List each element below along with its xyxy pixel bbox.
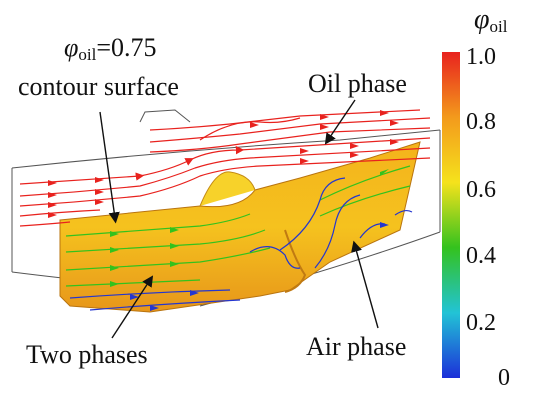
contour-symbol: φ	[64, 33, 79, 62]
oil-leader	[324, 99, 356, 145]
two-phases-leader	[111, 275, 154, 339]
colorbar-tick-0: 0	[498, 365, 510, 391]
colorbar-tick-0-4: 0.4	[466, 243, 496, 269]
colorbar-tick-1: 1.0	[466, 44, 496, 70]
oil-streamline-arrows	[48, 110, 399, 218]
air-streamlines	[69, 177, 413, 311]
annotation-leaders	[99, 99, 379, 339]
contour-leader	[99, 111, 120, 224]
oil-phase-label: Oil phase	[308, 69, 407, 98]
mixed-streamlines	[65, 165, 411, 287]
colorbar-subscript: oil	[489, 17, 508, 36]
colorbar-symbol: φ	[474, 4, 490, 35]
contour-value: =0.75	[96, 33, 157, 62]
contour-surface-label: contour surface	[18, 72, 179, 101]
air-streamline-arrows	[130, 222, 389, 311]
colorbar-tick-0-2: 0.2	[466, 310, 496, 336]
two-phases-label: Two phases	[26, 340, 148, 369]
contour-subscript: oil	[78, 45, 97, 64]
air-leader	[351, 240, 379, 329]
contour-label: φoil=0.75	[64, 33, 157, 64]
oil-streamlines	[19, 109, 431, 227]
colorbar	[442, 52, 460, 378]
colorbar-tick-0-6: 0.6	[466, 177, 496, 203]
colorbar-title: φoil	[474, 4, 508, 36]
air-phase-label: Air phase	[306, 332, 407, 361]
colorbar-tick-0-8: 0.8	[466, 109, 496, 135]
mixed-streamline-arrows	[110, 169, 389, 287]
